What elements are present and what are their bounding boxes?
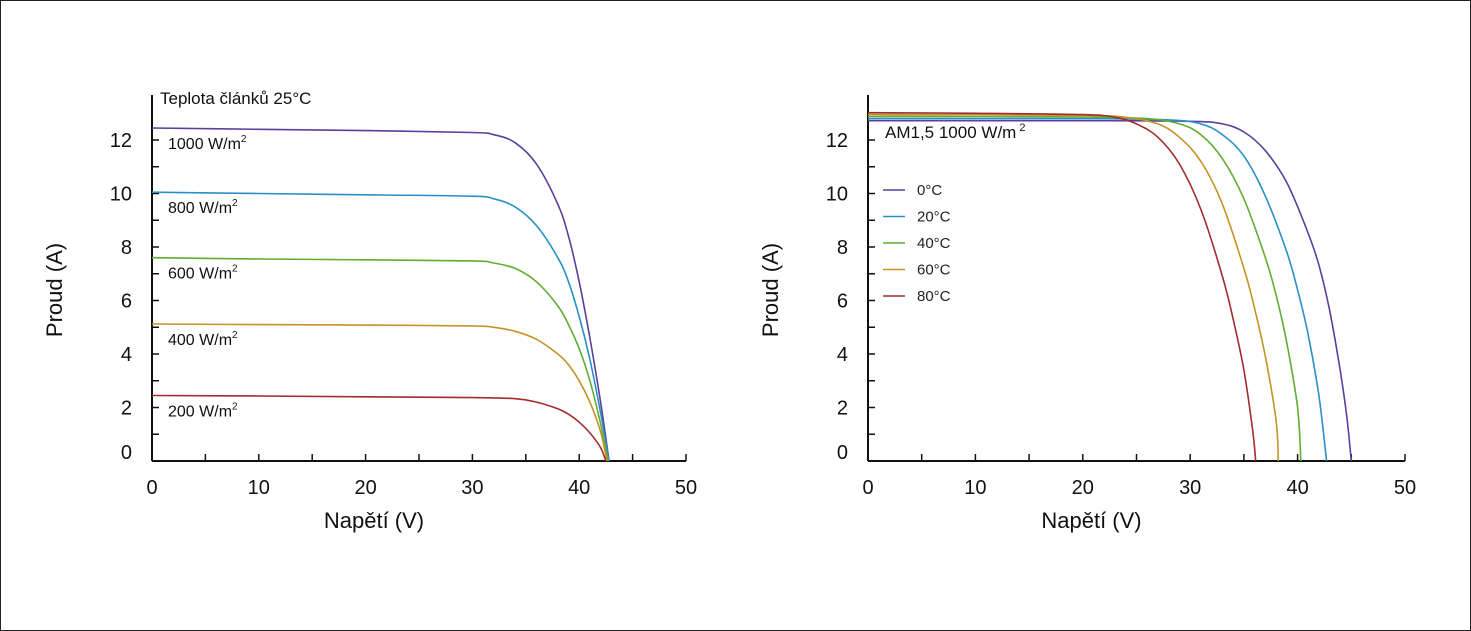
- series-line-3: [867, 113, 1280, 462]
- curve-label-superscript: 2: [232, 264, 238, 275]
- x-tick-label: 30: [1179, 477, 1201, 499]
- curve-label-1: 800 W/m2: [168, 198, 238, 217]
- chart-right: 0 10 20 30 40 50 0 2 4 6 8 10 12 Napětí (V) Proud (A) A…: [758, 95, 1416, 533]
- y-tick-label: 6: [837, 291, 848, 313]
- x-tick-label: 40: [1286, 477, 1308, 499]
- legend-label-2: 40°C: [917, 235, 951, 252]
- x-tick-label: 50: [1394, 477, 1416, 499]
- x-tick-label: 20: [1072, 477, 1094, 499]
- series-line-0: [151, 127, 610, 462]
- x-tick-label: 20: [354, 477, 376, 499]
- series-line-1: [151, 191, 610, 462]
- legend-label-4: 80°C: [917, 288, 951, 305]
- y-tick-label: 10: [110, 184, 132, 206]
- chart-annotation: Teplota článků 25°C: [160, 89, 311, 108]
- y-tick-label: 8: [837, 237, 848, 259]
- curve-label-4: 200 W/m2: [168, 401, 238, 420]
- y-tick-label: 12: [110, 130, 132, 152]
- y-tick-label: 8: [121, 237, 132, 259]
- x-tick-label: 10: [248, 477, 270, 499]
- y-tick-label: 2: [837, 398, 848, 420]
- legend-label-0: 0°C: [917, 182, 942, 199]
- y-tick-label: 6: [121, 291, 132, 313]
- annotation-superscript: 2: [1016, 122, 1025, 134]
- curve-label-superscript: 2: [232, 330, 238, 341]
- y-tick-label: 4: [121, 344, 132, 366]
- x-tick-label: 10: [964, 477, 986, 499]
- x-axis-title: Napětí (V): [324, 508, 424, 533]
- curve-label-superscript: 2: [232, 198, 238, 209]
- y-tick-label: 0: [837, 442, 848, 464]
- series-line-2: [867, 115, 1302, 462]
- x-tick-label: 30: [461, 477, 483, 499]
- series-line-4: [867, 111, 1257, 462]
- x-tick-label: 50: [675, 477, 697, 499]
- y-axis-title: Proud (A): [758, 243, 783, 337]
- legend: 0°C 20°C 40°C 60°C 80°C: [883, 182, 951, 305]
- legend-label-1: 20°C: [917, 209, 951, 226]
- y-tick-label: 4: [837, 344, 848, 366]
- curve-label-superscript: 2: [232, 401, 238, 412]
- y-tick-label: 0: [121, 442, 132, 464]
- curve-label-0: 1000 W/m2: [168, 134, 247, 153]
- x-tick-label: 0: [862, 477, 873, 499]
- y-tick-label: 12: [826, 130, 848, 152]
- x-tick-label: 40: [568, 477, 590, 499]
- chart-annotation: AM1,5 1000 W/m 2: [885, 122, 1026, 142]
- y-axis-title: Proud (A): [42, 243, 67, 337]
- curve-label-3: 400 W/m2: [168, 330, 238, 349]
- series-line-3: [151, 323, 608, 462]
- series-line-2: [151, 256, 609, 462]
- legend-label-3: 60°C: [917, 262, 951, 279]
- x-tick-label: 0: [146, 477, 157, 499]
- series-line-0: [867, 119, 1353, 462]
- y-tick-label: 10: [826, 184, 848, 206]
- chart-left: 0 10 20 30 40 50 0 2 4 6 8 10 12 Napětí (V) Proud (A) T…: [42, 89, 697, 533]
- curve-label-2: 600 W/m2: [168, 264, 238, 283]
- y-tick-label: 2: [121, 398, 132, 420]
- series-line-1: [868, 117, 1328, 462]
- x-axis-title: Napětí (V): [1041, 508, 1141, 533]
- curve-label-superscript: 2: [241, 134, 247, 145]
- series-line-4: [151, 394, 607, 462]
